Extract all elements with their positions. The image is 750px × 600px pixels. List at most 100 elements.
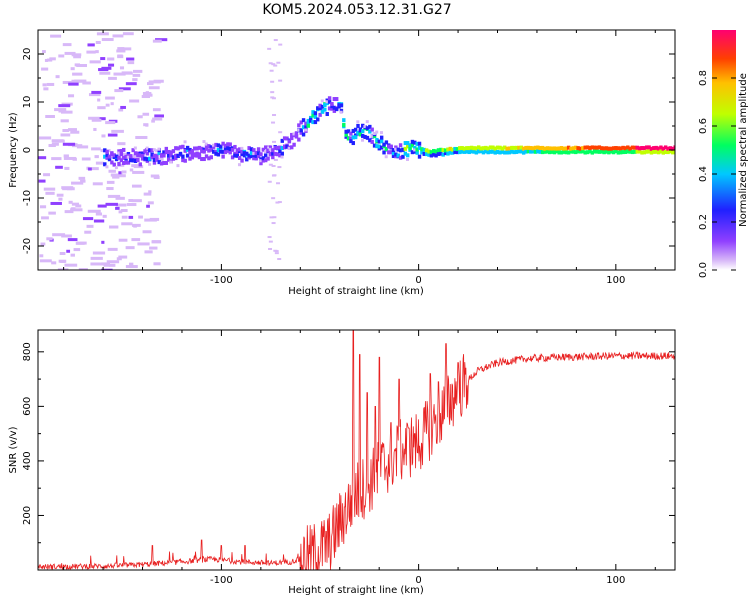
spectrogram-noise [60,252,66,255]
spectrogram-noise [92,119,102,122]
spectrogram-cell [340,111,343,114]
spectrogram-noise [270,81,274,83]
spectrogram-ytick-label: 10 [22,96,33,109]
spectrogram-cell [385,155,388,158]
spectrogram-noise [270,91,274,93]
spectrogram-noise [150,218,159,221]
spectrogram-noise [109,226,118,229]
spectrogram-noise [122,216,128,219]
spectrogram-cell [210,155,213,159]
spectrogram-noise [42,50,46,53]
spectrogram-noise [120,66,124,69]
spectrogram-noise [117,257,122,260]
spectrogram-cell [158,148,161,151]
spectrogram-noise [82,81,91,84]
spectrogram-noise [64,264,77,267]
spectrogram-noise [127,203,137,206]
spectrogram-noise [73,158,77,161]
spectrogram-noise [129,216,134,219]
spectrogram-cell [328,96,331,100]
spectrogram-noise [138,216,143,219]
spectrogram-noise [70,131,79,134]
spectrogram-noise [68,94,74,97]
spectrogram-cell [117,162,120,166]
spectrogram-noise [113,73,125,76]
spectrogram-noise [72,73,82,76]
spectrogram-cell [184,140,187,143]
spectrogram-noise [97,99,100,102]
spectrogram-noise [96,41,101,44]
spectrogram-noise [152,240,162,243]
spectrogram-noise [111,102,114,105]
spectrogram-cell [361,139,364,142]
spectrogram-noise [105,121,115,124]
spectrogram-noise [46,237,52,240]
spectrogram-noise [109,264,116,267]
spectrogram-noise [270,96,274,98]
spectrogram-cell [326,112,329,116]
spectrogram-noise [39,254,43,257]
spectrogram-noise [106,203,118,206]
spectrogram-noise [148,201,154,204]
spectrogram-noise [149,86,160,89]
spectrogram-noise [133,70,142,73]
colorbar [712,30,736,270]
spectrogram-noise [101,241,104,244]
spectrogram-noise [142,95,150,98]
spectrogram-noise [51,261,56,264]
spectrogram-noise [91,91,101,94]
spectrogram-cell [266,157,269,161]
spectrogram-cell [307,124,310,128]
spectrogram-xtick-label: 0 [415,275,421,286]
spectrogram-noise [115,207,120,210]
spectrogram-noise [154,114,164,117]
spectrogram-noise [91,147,101,150]
colorbar-tick-label: 0.2 [698,214,709,230]
spectrogram-cell [105,165,108,168]
spectrogram-cell [221,155,224,159]
spectrogram-noise [50,35,61,38]
spectrogram-noise [103,264,109,267]
spectrogram-noise [108,195,120,198]
spectrogram-noise [278,44,282,46]
spectrogram-cell [371,140,374,144]
spectrogram-noise [90,60,101,63]
spectrogram-noise [269,164,273,166]
spectrogram-noise [149,247,157,250]
spectrogram-noise [43,87,48,90]
spectrogram-noise [268,248,272,250]
spectrogram-noise [132,78,137,81]
spectrogram-cell [356,120,359,123]
spectrogram-noise [133,225,137,228]
spectrogram-noise [154,176,160,179]
spectrogram-noise [93,182,103,185]
spectrogram-noise [273,250,277,252]
spectrogram-ytick-label: 20 [22,48,33,61]
spectrogram-noise [119,210,123,213]
spectrogram-noise [112,176,119,179]
spectrogram-noise [52,143,59,146]
snr-frame [38,330,675,570]
spectrogram-noise [61,133,71,136]
spectrogram-noise [126,82,137,85]
spectrogram-noise [62,187,72,190]
spectrogram-cell [406,153,409,157]
spectrogram-noise [272,222,276,224]
spectrogram-noise [276,182,280,184]
spectrogram-noise [88,168,92,171]
spectrogram-noise [40,259,52,262]
spectrogram-noise [61,234,72,237]
spectrogram-cell [136,158,139,162]
spectrogram-noise [95,155,99,158]
spectrogram-cell [134,147,137,150]
spectrogram-noise [137,242,149,245]
spectrogram-cell [181,155,184,159]
spectrogram-noise [52,139,64,142]
spectrogram-noise [102,38,114,41]
spectrogram-noise [153,262,160,265]
spectrogram-cell [418,155,421,159]
spectrogram-cell [113,163,116,167]
spectrogram-noise [38,156,46,159]
spectrogram-noise [99,72,110,75]
